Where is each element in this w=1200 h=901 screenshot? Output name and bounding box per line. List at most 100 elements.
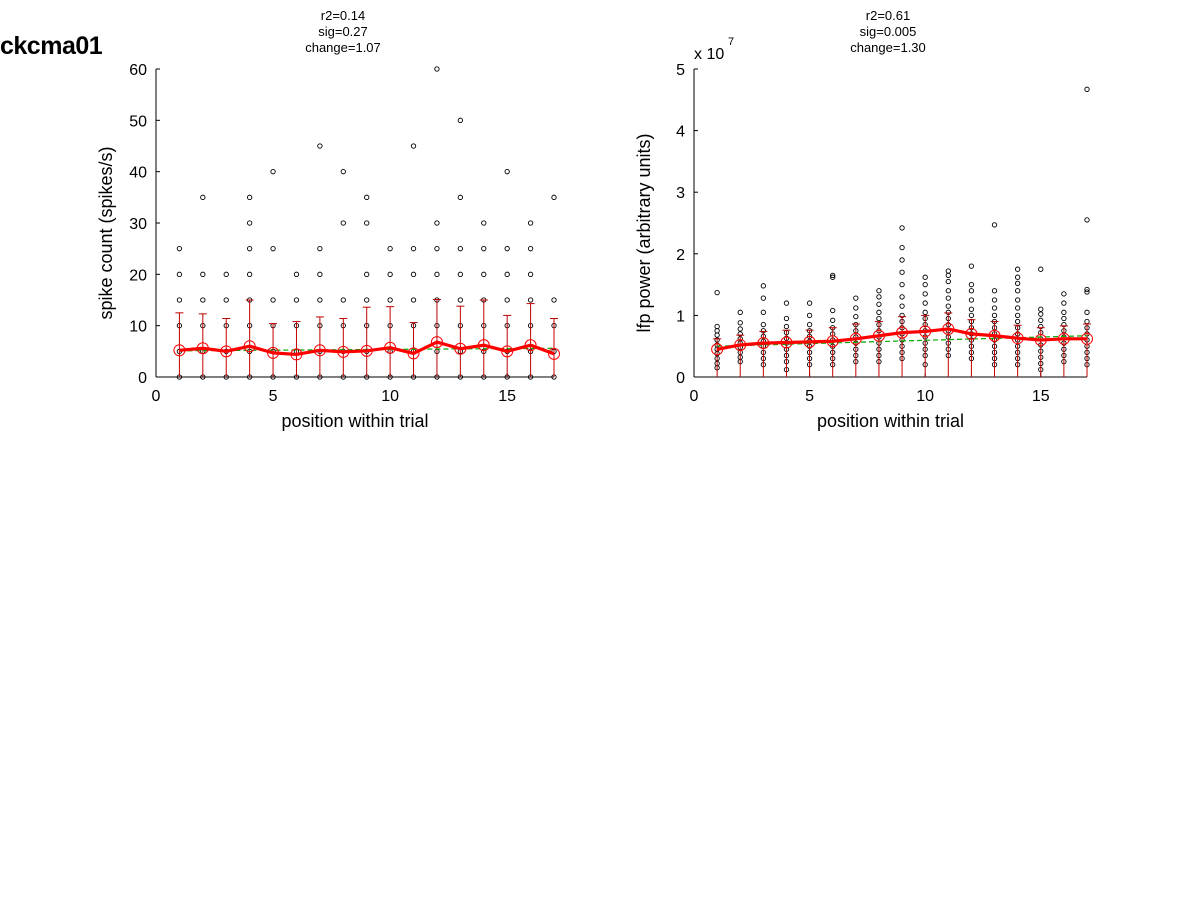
- raw-point: [1084, 309, 1090, 315]
- raw-point: [364, 194, 370, 200]
- raw-point: [176, 271, 183, 277]
- mean-line: [716, 327, 1087, 351]
- raw-point: [899, 294, 905, 300]
- mean-marker: [988, 329, 1001, 342]
- raw-point: [1084, 86, 1090, 92]
- y-tick-label: 2: [676, 247, 685, 264]
- raw-point: [481, 220, 487, 226]
- raw-point: [899, 244, 905, 251]
- raw-point: [246, 194, 253, 200]
- raw-point: [899, 303, 905, 309]
- raw-point: [714, 289, 720, 296]
- raw-point: [1014, 288, 1021, 294]
- mean-marker: [1011, 332, 1024, 345]
- raw-point: [1014, 297, 1021, 303]
- raw-point: [434, 66, 440, 72]
- raw-point: [504, 169, 510, 175]
- raw-point: [246, 271, 253, 277]
- raw-point: [922, 274, 928, 280]
- raw-point: [504, 246, 510, 252]
- raw-point: [968, 263, 975, 269]
- raw-point: [991, 288, 998, 294]
- raw-point: [806, 300, 813, 306]
- raw-point: [434, 246, 440, 252]
- raw-point: [551, 297, 557, 303]
- mean-marker: [313, 344, 326, 357]
- raw-point: [387, 271, 393, 277]
- mean-marker: [524, 339, 537, 352]
- raw-point: [1084, 289, 1090, 295]
- raw-point: [410, 246, 417, 252]
- mean-marker: [803, 335, 816, 348]
- raw-point: [410, 271, 417, 277]
- raw-point: [317, 297, 323, 303]
- raw-point: [968, 306, 975, 312]
- raw-point: [200, 271, 206, 277]
- raw-point: [1014, 266, 1021, 272]
- mean-marker: [243, 340, 256, 353]
- mean-marker: [290, 348, 303, 361]
- raw-point: [991, 305, 998, 311]
- y-tick-label: 40: [129, 165, 147, 182]
- raw-point: [1084, 217, 1090, 223]
- raw-point: [527, 220, 534, 226]
- raw-point: [1061, 315, 1067, 322]
- stat-line-0: r2=0.14: [321, 8, 365, 23]
- raw-point: [876, 301, 882, 307]
- raw-point: [991, 297, 998, 303]
- raw-point: [830, 317, 836, 323]
- raw-point: [876, 309, 882, 315]
- raw-point: [551, 194, 557, 200]
- raw-point: [760, 309, 767, 315]
- raw-point: [176, 297, 183, 303]
- mean-marker: [220, 345, 233, 358]
- x-tick-label: 0: [152, 388, 161, 405]
- mean-marker: [757, 337, 770, 350]
- raw-point: [293, 297, 300, 303]
- raw-point: [783, 300, 790, 306]
- mean-marker: [454, 342, 467, 355]
- raw-point: [246, 246, 253, 252]
- y-tick-label: 30: [129, 216, 147, 233]
- raw-point: [527, 246, 534, 252]
- raw-point: [410, 143, 417, 149]
- mean-line: [179, 340, 555, 357]
- mean-marker: [1057, 332, 1070, 345]
- mean-marker: [548, 347, 560, 360]
- raw-point: [899, 281, 905, 288]
- mean-marker: [267, 346, 280, 359]
- mean-marker: [337, 345, 350, 358]
- raw-point: [737, 320, 743, 326]
- x-tick-label: 5: [269, 388, 278, 405]
- raw-point: [922, 309, 928, 315]
- raw-point: [853, 313, 859, 320]
- x-tick-label: 15: [1032, 388, 1050, 405]
- raw-point: [457, 271, 464, 277]
- stat-line-1: sig=0.27: [318, 24, 368, 39]
- raw-point: [1014, 318, 1021, 325]
- mean-marker: [711, 343, 724, 356]
- mean-marker: [407, 347, 420, 360]
- x-tick-label: 5: [805, 388, 814, 405]
- stat-line-1: sig=0.005: [860, 24, 917, 39]
- raw-point: [364, 220, 370, 226]
- raw-point: [434, 220, 440, 226]
- stat-line-0: r2=0.61: [866, 8, 910, 23]
- raw-point: [223, 297, 229, 303]
- y-tick-label: 0: [676, 370, 685, 387]
- raw-point: [806, 312, 813, 319]
- x-axis-label: position within trial: [817, 411, 964, 431]
- raw-point: [1038, 306, 1044, 312]
- raw-point: [968, 281, 975, 288]
- raw-point: [737, 326, 743, 332]
- raw-point: [270, 246, 276, 252]
- scale-note: x 10: [694, 46, 724, 63]
- raw-point: [830, 307, 836, 314]
- raw-point: [270, 169, 276, 175]
- raw-point: [317, 143, 323, 149]
- raw-point: [1084, 286, 1090, 293]
- raw-point: [1084, 318, 1090, 325]
- mean-marker: [780, 336, 793, 349]
